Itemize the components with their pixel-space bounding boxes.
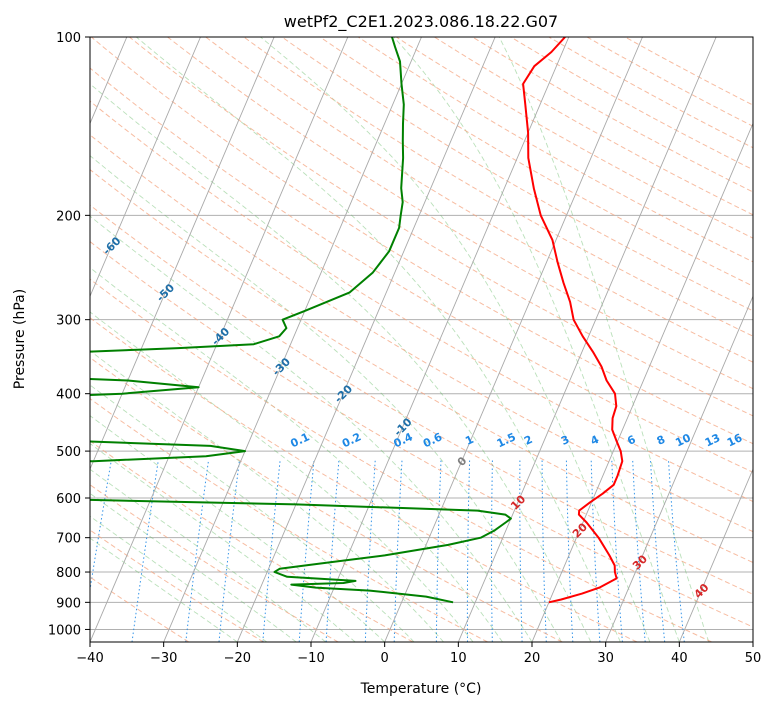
mixing-ratio-line <box>131 460 159 642</box>
moist-adiabat <box>90 443 356 642</box>
dry-adiabat <box>90 134 753 533</box>
isotherm-line <box>90 37 201 298</box>
dewpoint-profile <box>90 37 512 604</box>
isotherm-line <box>678 467 753 642</box>
isotherm-line <box>90 37 349 642</box>
y-axis-title: Pressure (hPa) <box>12 289 28 389</box>
x-tick-label: 50 <box>745 651 762 666</box>
isotherm-line <box>384 37 643 642</box>
moist-adiabat <box>136 37 621 642</box>
y-axis: 100 200 300 400 500 600 700 800 900 1000 <box>48 31 90 638</box>
dry-adiabat <box>90 204 753 595</box>
sounding-series <box>90 37 624 604</box>
y-tick-label: 700 <box>56 532 81 547</box>
moist-adiabat <box>90 83 592 642</box>
mixing-ratio-line <box>218 460 240 642</box>
moist-adiabat <box>90 155 562 642</box>
dry-adiabat <box>90 317 638 642</box>
x-tick-label: 20 <box>524 651 541 666</box>
moist-adiabat <box>393 37 680 642</box>
y-tick-label: 900 <box>56 596 81 611</box>
isotherm-lines <box>90 37 753 642</box>
y-tick-label: 500 <box>56 445 81 460</box>
mixing-ratio-line <box>90 460 112 593</box>
x-tick-label: −40 <box>76 651 103 666</box>
chart-title: wetPf2_C2E1.2023.086.18.22.G07 <box>284 12 558 32</box>
dry-adiabat <box>129 37 753 417</box>
mixing-ratio-line <box>185 460 209 642</box>
mixing-ratio-label: 16 <box>725 431 745 449</box>
mixing-ratio-label: 10 <box>673 431 693 449</box>
x-tick-label: 10 <box>450 651 467 666</box>
y-tick-label: 600 <box>56 492 81 507</box>
y-tick-label: 400 <box>56 388 81 403</box>
dry-adiabat <box>396 37 753 239</box>
moist-adiabat <box>90 350 444 642</box>
y-tick-label: 200 <box>56 209 81 224</box>
plot-area <box>90 37 753 642</box>
dry-adiabat <box>90 241 753 628</box>
dry-adiabat <box>90 168 753 564</box>
dry-adiabat <box>243 37 753 337</box>
isotherm-line <box>310 37 570 642</box>
dry-adiabat <box>281 37 753 312</box>
mixing-ratio-label: 13 <box>703 431 722 449</box>
moist-adiabat <box>90 311 474 642</box>
dry-adiabat <box>205 37 753 363</box>
isotherm-line <box>90 37 275 471</box>
y-tick-label: 300 <box>56 314 81 329</box>
dry-adiabat <box>357 37 753 263</box>
dry-adiabat <box>90 529 264 642</box>
moist-adiabat <box>90 537 238 642</box>
moist-adiabat <box>90 515 268 642</box>
isotherm-line <box>531 122 753 642</box>
y-tick-label: 800 <box>56 566 81 581</box>
moist-adiabat <box>90 468 326 642</box>
isotherm-line <box>163 37 422 642</box>
moist-adiabat <box>90 215 533 642</box>
dry-adiabat <box>472 37 753 193</box>
x-axis-title: Temperature (°C) <box>360 681 482 697</box>
dry-adiabat <box>167 37 753 390</box>
dry-adiabat <box>90 67 753 473</box>
isobar-grid <box>90 37 753 630</box>
mixing-ratio-lines <box>90 460 685 642</box>
x-tick-label: 40 <box>671 651 688 666</box>
dry-adiabat <box>510 37 753 171</box>
x-tick-label: −10 <box>297 651 324 666</box>
x-tick-label: −30 <box>150 651 177 666</box>
dry-adiabat <box>90 37 753 445</box>
moist-adiabat <box>90 267 503 642</box>
mixing-ratio-label: 20 <box>751 431 771 449</box>
dry-adiabat <box>90 484 339 642</box>
isotherm-line <box>605 295 753 642</box>
dry-adiabat <box>90 440 414 642</box>
moist-adiabat <box>90 415 385 642</box>
y-tick-label: 1000 <box>48 623 81 638</box>
isotherm-line <box>457 37 717 642</box>
plot-frame <box>89 36 754 643</box>
isotherm-line <box>236 37 496 642</box>
temperature-profile <box>522 37 624 604</box>
plot-content: -100-90-80-70-60-50-40-30-20-10010203040… <box>90 37 771 642</box>
x-tick-label: 0 <box>381 651 389 666</box>
dry-adiabat <box>548 37 753 149</box>
y-tick-label: 100 <box>56 31 81 46</box>
dry-adiabat <box>90 278 712 642</box>
x-tick-label: −20 <box>224 651 251 666</box>
x-axis: −40 −30 −20 −10 0 10 20 30 40 50 <box>76 642 761 666</box>
x-tick-label: 30 <box>597 651 614 666</box>
